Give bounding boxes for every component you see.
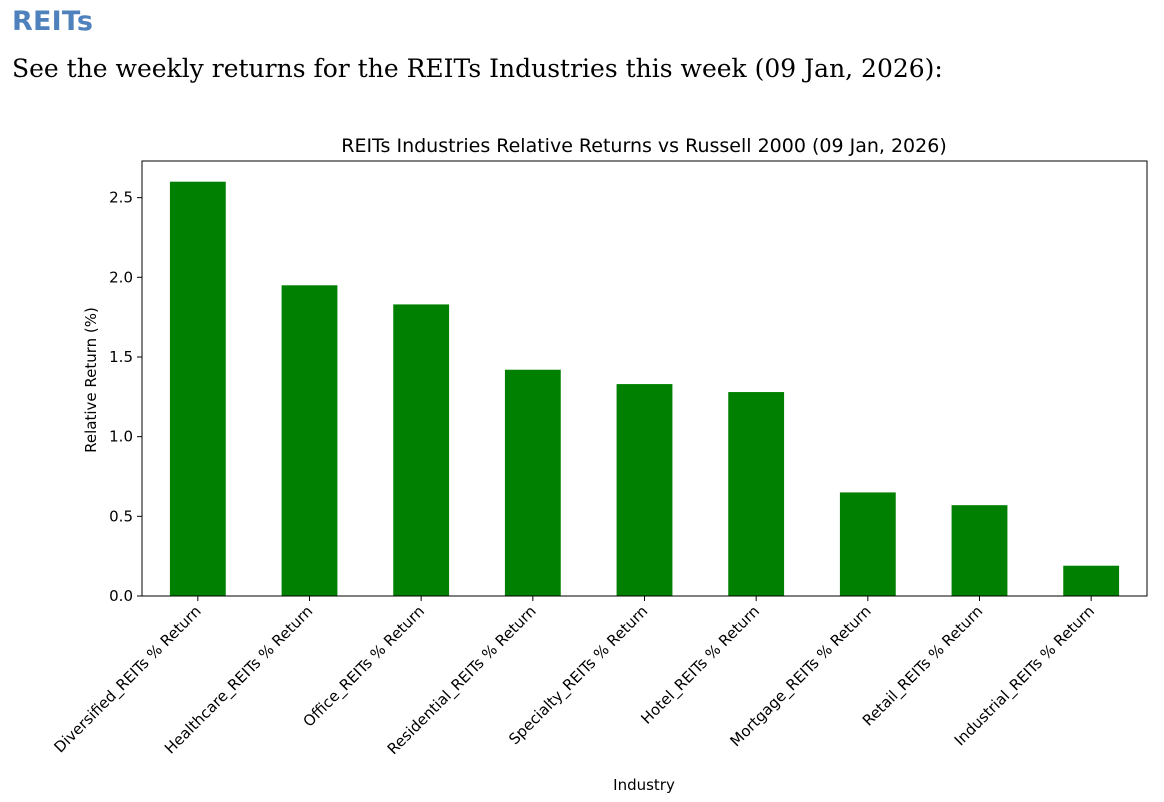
- y-tick-label: 2.0: [109, 268, 133, 286]
- x-tick-label: Retail_REITs % Return: [859, 602, 987, 730]
- y-tick-label: 1.0: [109, 428, 133, 446]
- bars-layer: [169, 181, 1120, 596]
- x-axis-label: Industry: [613, 776, 675, 794]
- y-tick-label: 1.5: [109, 348, 133, 366]
- y-tick-label: 2.5: [109, 189, 133, 207]
- x-axis-ticks: Diversified_REITs % ReturnHealthcare_REI…: [50, 596, 1099, 759]
- bar: [951, 505, 1008, 596]
- bar: [616, 384, 673, 596]
- y-axis-ticks: 0.0 0.5 1.0 1.5 2.0 2.5: [109, 189, 142, 605]
- y-tick-label: 0.0: [109, 587, 133, 605]
- chart-title: REITs Industries Relative Returns vs Rus…: [341, 135, 947, 157]
- section-heading: REITs: [12, 6, 94, 37]
- intro-text: See the weekly returns for the REITs Ind…: [12, 54, 943, 83]
- bar: [1063, 565, 1120, 596]
- x-tick-label: Hotel_REITs % Return: [637, 602, 763, 728]
- bar: [169, 181, 226, 596]
- bar: [393, 304, 450, 596]
- plot-frame: [141, 160, 1148, 597]
- bar: [728, 392, 785, 596]
- bar: [504, 369, 561, 596]
- y-axis-label: Relative Return (%): [82, 307, 100, 453]
- bar: [839, 492, 896, 596]
- bar: [281, 285, 338, 596]
- x-tick-label: Office_REITs % Return: [300, 602, 429, 731]
- y-tick-label: 0.5: [109, 507, 133, 525]
